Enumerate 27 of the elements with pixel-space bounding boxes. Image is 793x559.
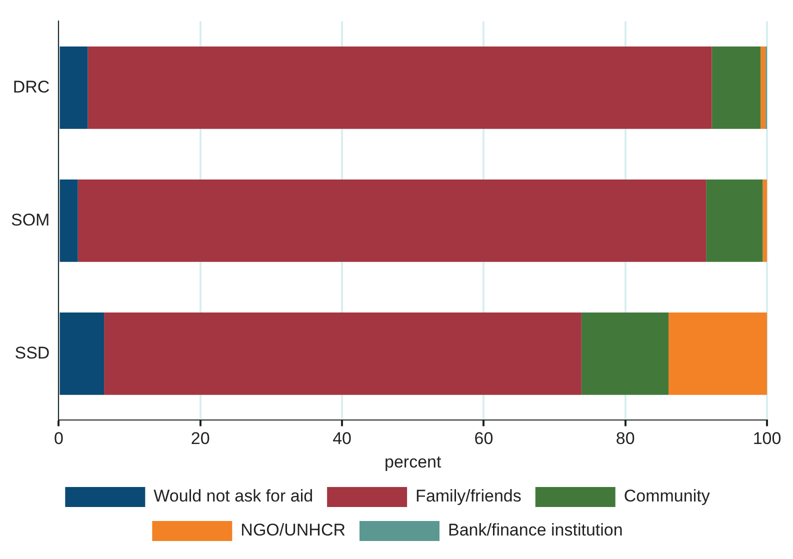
bar [581,312,669,395]
bar [88,46,712,129]
x-tick-label: 20 [190,429,210,448]
legend-label: Family/friends [416,486,522,506]
bar [104,312,582,395]
y-tick-label: SSD [14,343,50,362]
bar [60,179,78,262]
bar [712,46,761,129]
bar [762,179,767,262]
y-tick-label: DRC [12,77,50,96]
legend-label: Community [624,486,710,506]
legend-label: Bank/finance institution [448,520,623,540]
x-tick-label: 100 [752,429,782,448]
y-tick-label: SOM [10,210,50,230]
bar [668,312,767,395]
bar [760,46,766,129]
x-tick-label: 0 [54,429,64,448]
x-axis-title: percent [384,452,442,472]
x-tick-label: 60 [474,429,494,448]
legend-label: Would not ask for aid [154,486,314,506]
x-tick-label: 40 [332,429,352,448]
legend-label: NGO/UNHCR [240,520,346,540]
bar [78,179,706,262]
bar [60,312,104,395]
bar [60,46,88,129]
bar [706,179,763,262]
x-tick-label: 80 [616,429,635,448]
